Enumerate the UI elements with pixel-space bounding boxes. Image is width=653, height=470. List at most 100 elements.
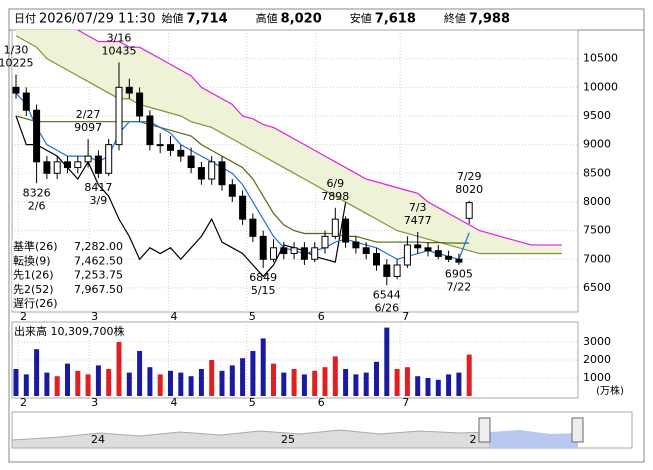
- annotation-date: 7/29: [457, 170, 482, 183]
- legend-value: 7,253.75: [74, 269, 123, 282]
- candle-body: [228, 184, 236, 197]
- volume-bar: [353, 374, 359, 396]
- volume-bar: [65, 363, 70, 396]
- volume-bar: [240, 358, 246, 396]
- volume-bar: [209, 360, 215, 396]
- x-tick-label: 4: [170, 310, 177, 323]
- y-tick-label: 7500: [583, 224, 611, 237]
- volume-tick-label: 1000: [583, 371, 611, 384]
- candle-body: [94, 155, 102, 174]
- navigator-handle-left[interactable]: [478, 417, 491, 443]
- info-label: 始値: [162, 11, 184, 25]
- candle-body: [12, 86, 20, 94]
- candle-body: [33, 109, 41, 163]
- volume-bar: [188, 376, 194, 396]
- candle-body: [455, 258, 463, 263]
- indicator-line: [15, 35, 562, 255]
- volume-bar: [384, 327, 390, 396]
- annotation-date: 6/9: [326, 177, 344, 190]
- annotation-date: 5/15: [251, 284, 276, 297]
- price-panel: [11, 29, 579, 313]
- volume-unit: (万株): [596, 384, 624, 397]
- annotation-value: 10435: [102, 44, 137, 57]
- info-value: 7,988: [469, 12, 510, 27]
- y-tick-label: 10000: [583, 80, 618, 93]
- annotation-value: 9097: [74, 121, 102, 134]
- volume-bar: [126, 372, 132, 396]
- info-value: 7,618: [375, 12, 416, 27]
- volume-bar: [466, 354, 472, 396]
- y-tick-label: 7000: [583, 252, 611, 265]
- x-tick-label: 2: [20, 396, 27, 409]
- annotation-value: 8020: [455, 183, 483, 196]
- candle-body: [362, 247, 370, 255]
- volume-title: 出来高 10,309,700株: [14, 324, 124, 338]
- candle-body: [208, 161, 216, 180]
- indicator-line: [76, 30, 562, 246]
- volume-bar: [291, 369, 297, 396]
- x-tick-label: 7: [402, 396, 409, 409]
- candle-body: [156, 144, 164, 147]
- volume-bar: [435, 379, 441, 396]
- info-label: 安値: [350, 11, 372, 25]
- volume-bar: [147, 367, 153, 396]
- volume-bar: [219, 370, 225, 396]
- volume-bar: [23, 374, 29, 396]
- y-tick-label: 8500: [583, 166, 611, 179]
- candle-body: [383, 264, 391, 277]
- x-tick-label: 6: [318, 310, 325, 323]
- navigator-selection: [490, 430, 578, 448]
- annotation-value: 7477: [404, 214, 432, 227]
- navigator-handle-right[interactable]: [571, 417, 584, 443]
- annotation-value: 6905: [445, 268, 473, 281]
- annotation-date: 2/6: [28, 199, 46, 212]
- candle-body: [177, 149, 185, 157]
- volume-bar: [271, 363, 276, 396]
- legend-bg: [12, 240, 125, 310]
- annotation-value: 8417: [84, 181, 112, 194]
- volume-bar: [116, 342, 122, 396]
- indicator-line: [15, 115, 347, 278]
- candle-body: [434, 250, 442, 257]
- cloud: [16, 30, 562, 254]
- candle-body: [197, 167, 205, 180]
- y-tick-label: 9500: [583, 109, 611, 122]
- candle-body: [342, 218, 350, 243]
- volume-bar: [425, 378, 431, 396]
- info-label: 高値: [256, 11, 278, 25]
- volume-bar: [301, 374, 307, 396]
- volume-bar: [137, 351, 143, 396]
- candle-body: [270, 247, 277, 260]
- volume-bar: [106, 369, 112, 396]
- volume-bar: [178, 372, 184, 396]
- candle-body: [218, 161, 226, 186]
- annotation-value: 6849: [249, 271, 277, 284]
- candle-body: [167, 144, 174, 151]
- y-tick-label: 9000: [583, 138, 611, 151]
- x-tick-label: 4: [170, 396, 177, 409]
- info-value: 8,020: [281, 12, 322, 27]
- y-tick-label: 6500: [583, 281, 611, 294]
- candle-body: [300, 247, 308, 260]
- legend-name: 遅行(26): [13, 297, 58, 310]
- volume-bar: [95, 365, 101, 396]
- x-tick-label: 2: [20, 310, 27, 323]
- annotation-value: 7898: [321, 190, 349, 203]
- volume-tick-label: 2000: [583, 353, 611, 366]
- volume-bar: [13, 369, 19, 396]
- legend-name: 転換(9): [13, 254, 51, 267]
- legend-value: 7,282.00: [74, 240, 123, 253]
- candle-body: [53, 161, 61, 174]
- x-tick-label: 5: [249, 310, 256, 323]
- candle-body: [393, 264, 401, 277]
- candle-body: [424, 247, 432, 252]
- volume-bar: [157, 374, 163, 396]
- volume-bar: [312, 370, 318, 396]
- candle-body: [64, 161, 71, 169]
- candle-body: [331, 218, 339, 237]
- navigator[interactable]: 24 25 2: [11, 411, 633, 449]
- annotation-date: 7/3: [409, 201, 427, 214]
- annotation-value: 10225: [0, 56, 34, 69]
- legend-value: 7,462.50: [74, 254, 123, 267]
